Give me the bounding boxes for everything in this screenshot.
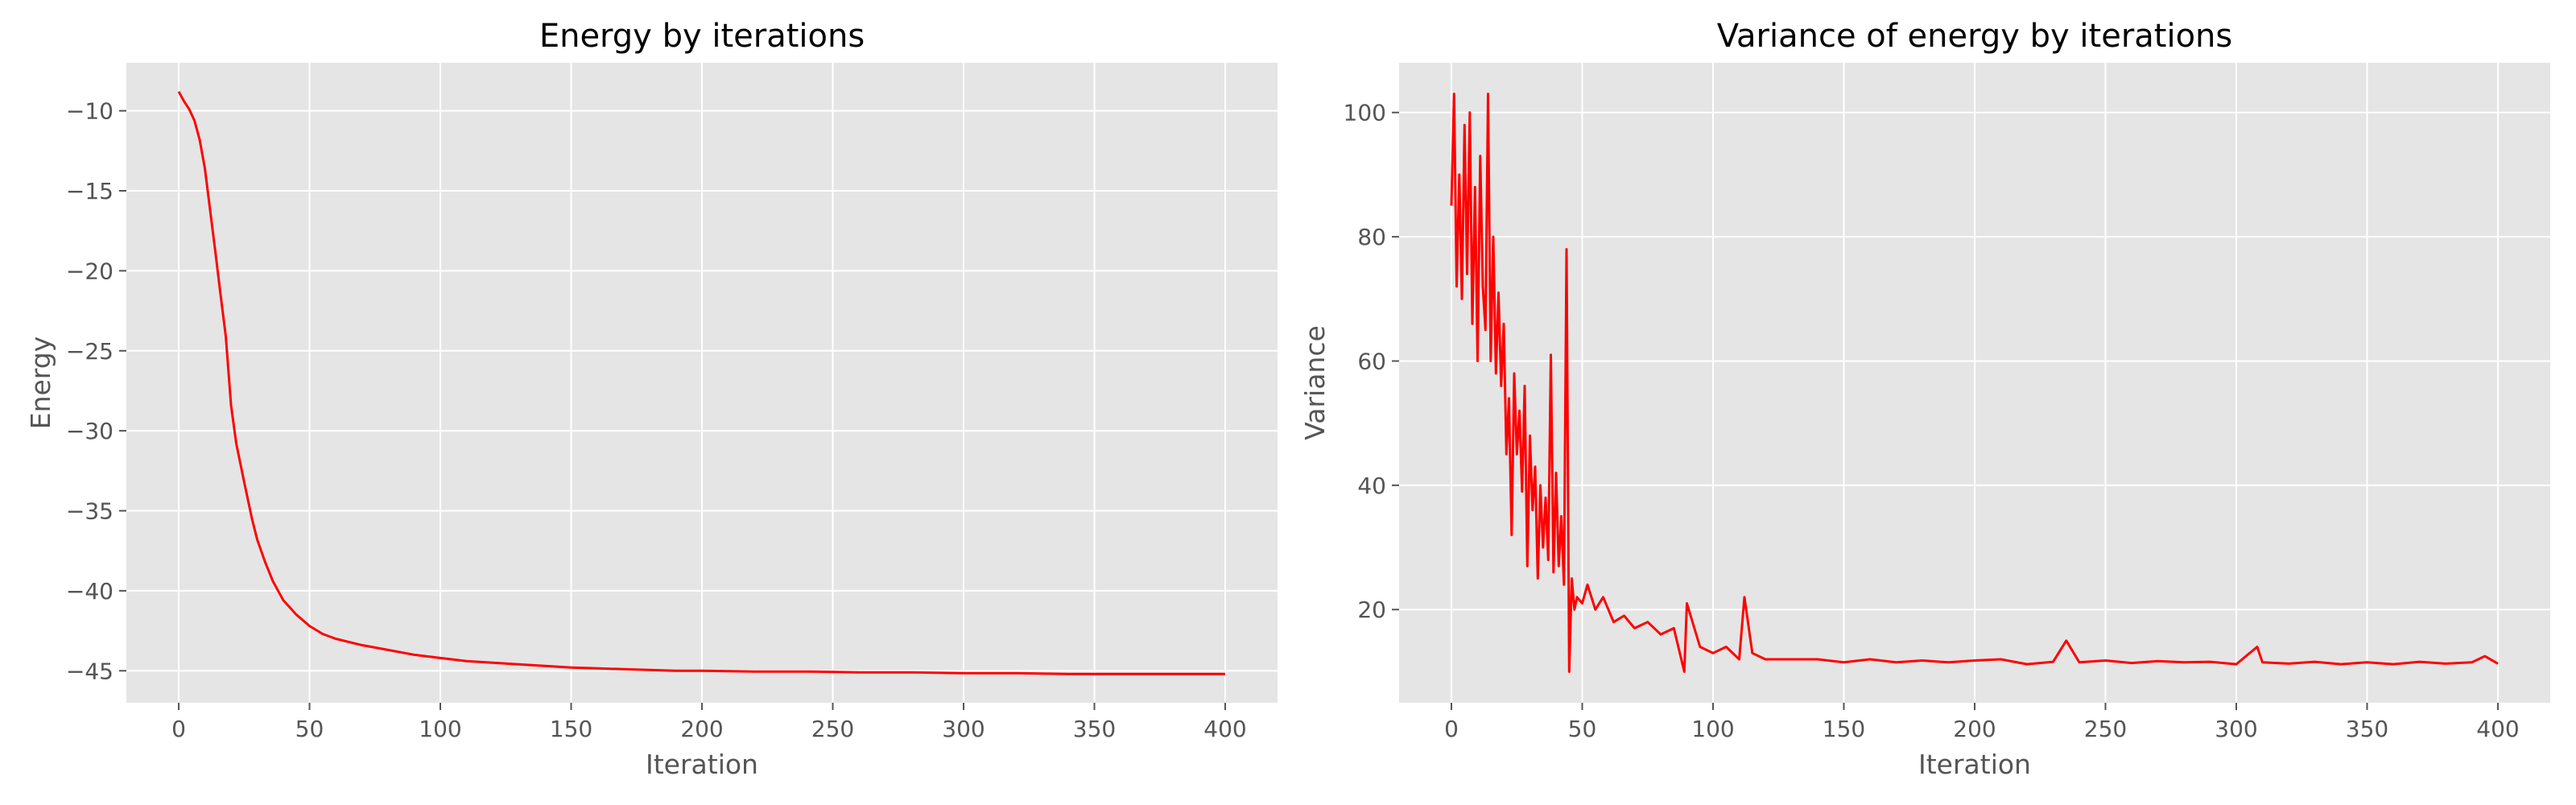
energy-y-tick-label: −25 <box>66 338 114 365</box>
variance-x-tick-label: 350 <box>2346 716 2388 742</box>
variance-y-axis-label: Variance <box>1299 325 1331 440</box>
energy-x-tick-label: 0 <box>171 716 186 742</box>
energy-y-tick-label: −20 <box>66 258 114 284</box>
variance-y-tick-label: 80 <box>1357 224 1386 250</box>
energy-x-tick-label: 350 <box>1073 716 1116 742</box>
energy-x-tick-label: 50 <box>295 716 324 742</box>
energy-x-tick-label: 200 <box>680 716 723 742</box>
variance-x-axis-label: Iteration <box>1918 749 2031 780</box>
variance-x-tick-label: 250 <box>2084 716 2127 742</box>
energy-y-tick-label: −15 <box>66 178 114 204</box>
variance-x-tick-label: 100 <box>1691 716 1734 742</box>
variance-x-tick-label: 0 <box>1444 716 1459 742</box>
energy-x-tick-label: 150 <box>550 716 592 742</box>
variance-chart: 0 50 100 150 200 250 300 350 400 20 40 60 80 100 Varia… <box>1299 18 2550 780</box>
variance-y-tick-label: 20 <box>1357 597 1386 623</box>
variance-x-tick-label: 50 <box>1568 716 1597 742</box>
energy-y-axis-label: Energy <box>25 336 56 430</box>
variance-x-tick-label: 300 <box>2215 716 2257 742</box>
energy-y-tick-label: −30 <box>66 418 114 444</box>
energy-x-tick-label: 400 <box>1203 716 1246 742</box>
variance-y-tick-label: 100 <box>1344 100 1386 126</box>
energy-x-tick-label: 250 <box>811 716 854 742</box>
variance-x-tick-label: 200 <box>1953 716 1996 742</box>
variance-x-tick-label: 150 <box>1823 716 1865 742</box>
variance-y-tick-label: 60 <box>1357 348 1386 374</box>
energy-y-tick-label: −10 <box>66 98 114 125</box>
energy-x-tick-label: 100 <box>419 716 461 742</box>
energy-chart: 0 50 100 150 200 250 300 350 400 −45 −40 −35 −30 −25 −… <box>25 18 1278 780</box>
energy-series-line <box>177 91 1225 675</box>
variance-chart-title: Variance of energy by iterations <box>1717 18 2232 55</box>
variance-y-tick-label: 40 <box>1357 473 1386 499</box>
energy-y-tick-label: −35 <box>66 498 114 525</box>
variance-x-tick-label: 400 <box>2476 716 2519 742</box>
energy-x-axis-label: Iteration <box>646 749 758 780</box>
variance-series-line <box>1450 93 2499 673</box>
energy-y-tick-label: −45 <box>66 658 114 684</box>
energy-chart-title: Energy by iterations <box>539 18 865 55</box>
energy-x-tick-label: 300 <box>942 716 985 742</box>
energy-y-tick-label: −40 <box>66 578 114 605</box>
